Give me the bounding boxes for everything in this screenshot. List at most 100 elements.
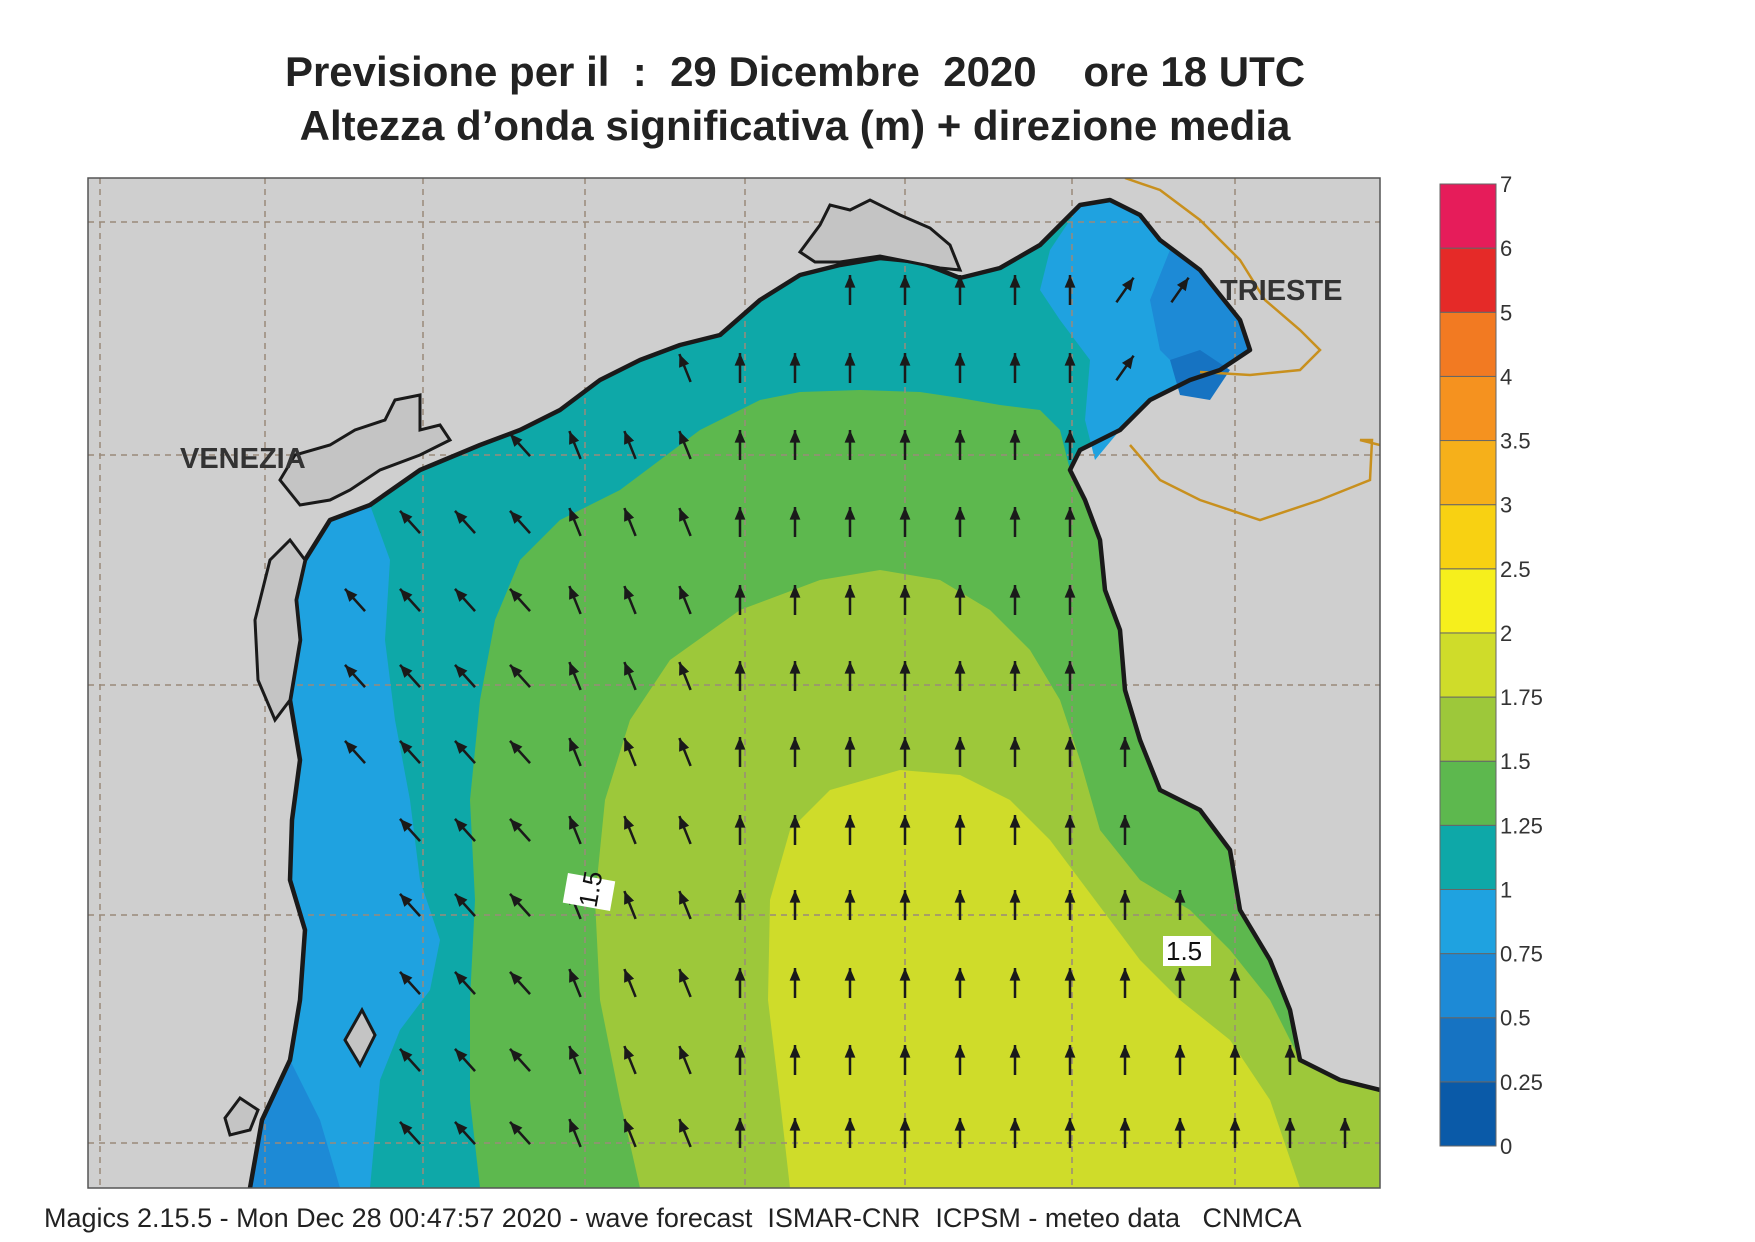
colorbar-swatch xyxy=(1439,632,1497,698)
direction-arrowhead xyxy=(789,507,801,520)
direction-arrowhead xyxy=(624,891,635,905)
lagoon-outline-2 xyxy=(253,537,307,723)
direction-arrowhead xyxy=(899,1045,911,1058)
direction-arrowhead xyxy=(734,585,746,598)
direction-arrowhead xyxy=(899,275,911,288)
direction-arrowhead xyxy=(734,1118,746,1131)
direction-arrowhead xyxy=(899,1118,911,1131)
direction-arrowhead xyxy=(1009,430,1021,443)
direction-arrowhead xyxy=(734,815,746,828)
direction-arrowhead xyxy=(734,661,746,674)
direction-arrowhead xyxy=(1119,815,1131,828)
direction-arrowhead xyxy=(844,1118,856,1131)
direction-arrowhead xyxy=(899,661,911,674)
direction-arrowhead xyxy=(1064,968,1076,981)
direction-arrowhead xyxy=(454,1121,468,1135)
direction-arrowhead xyxy=(1119,890,1131,903)
colorbar-swatch xyxy=(1439,953,1497,1019)
colorbar-tick-label: 0.25 xyxy=(1500,1070,1543,1095)
colorbar-tick-label: 3 xyxy=(1500,493,1512,518)
direction-arrowhead xyxy=(844,275,856,288)
colorbar-swatch xyxy=(1439,311,1497,377)
direction-arrowhead xyxy=(789,585,801,598)
direction-arrowhead xyxy=(454,588,468,602)
colorbar-swatch xyxy=(1439,888,1497,955)
direction-arrowhead xyxy=(399,1121,413,1135)
direction-arrowhead xyxy=(1064,1118,1076,1131)
colorbar-swatch xyxy=(1439,1081,1497,1147)
direction-arrowhead xyxy=(1009,968,1021,981)
direction-arrowhead xyxy=(954,585,966,598)
direction-arrowhead xyxy=(679,662,690,676)
direction-arrowhead xyxy=(624,586,635,600)
direction-arrowhead xyxy=(624,1046,635,1060)
direction-arrowhead xyxy=(1064,890,1076,903)
colorbar-swatch xyxy=(1439,824,1497,890)
lagoon-outline xyxy=(278,393,453,507)
direction-arrowhead xyxy=(1174,1045,1186,1058)
direction-arrowhead xyxy=(1009,815,1021,828)
colorbar-swatch xyxy=(1439,568,1497,634)
direction-arrowhead xyxy=(1009,1118,1021,1131)
direction-arrowhead xyxy=(899,815,911,828)
direction-arrowhead xyxy=(399,971,413,985)
city-label-trieste: TRIESTE xyxy=(1220,275,1342,307)
direction-arrowhead xyxy=(1009,585,1021,598)
direction-arrowhead xyxy=(454,971,468,985)
direction-arrowhead xyxy=(1229,1045,1241,1058)
direction-arrowhead xyxy=(954,1118,966,1131)
direction-arrowhead xyxy=(1339,1118,1351,1131)
direction-arrowhead xyxy=(734,353,746,366)
direction-arrowhead xyxy=(509,433,523,447)
direction-arrowhead xyxy=(399,664,413,678)
colorbar-tick-label: 1.75 xyxy=(1500,685,1543,710)
direction-arrowhead xyxy=(399,588,413,602)
colorbar-swatch xyxy=(1439,247,1497,313)
colorbar-swatch xyxy=(1439,696,1497,762)
direction-arrowhead xyxy=(1174,890,1186,903)
direction-arrowhead xyxy=(899,353,911,366)
direction-arrowhead xyxy=(1229,968,1241,981)
direction-arrowhead xyxy=(844,507,856,520)
direction-arrowhead xyxy=(569,431,580,445)
direction-arrowhead xyxy=(399,818,413,832)
direction-arrowhead xyxy=(569,586,580,600)
direction-arrowhead xyxy=(454,893,468,907)
direction-arrowhead xyxy=(899,737,911,750)
direction-arrowhead xyxy=(844,353,856,366)
direction-arrowhead xyxy=(569,1119,580,1133)
direction-arrowhead xyxy=(789,968,801,981)
island xyxy=(223,1095,260,1137)
direction-arrowhead xyxy=(624,738,635,752)
zone-1.75-2 xyxy=(768,770,1300,1188)
direction-arrowhead xyxy=(899,430,911,443)
direction-arrowhead xyxy=(734,430,746,443)
direction-arrowhead xyxy=(624,431,635,445)
direction-arrowhead xyxy=(679,1046,690,1060)
colorbar-swatch xyxy=(1439,760,1497,826)
direction-arrowhead xyxy=(844,815,856,828)
direction-arrowhead xyxy=(789,737,801,750)
colorbar-tick-label: 0.75 xyxy=(1500,942,1543,967)
graticule xyxy=(88,178,1380,1188)
direction-arrowhead xyxy=(454,510,468,524)
national-border xyxy=(1124,178,1380,522)
direction-arrowhead xyxy=(1009,275,1021,288)
direction-arrowhead xyxy=(954,737,966,750)
direction-arrowhead xyxy=(1009,1045,1021,1058)
direction-arrowhead xyxy=(1174,968,1186,981)
direction-arrowhead xyxy=(844,890,856,903)
wave-direction-arrows xyxy=(344,275,1351,1148)
map-frame-content xyxy=(88,178,1380,1188)
direction-arrowhead xyxy=(509,740,523,754)
direction-arrowhead xyxy=(399,893,413,907)
contour-label-text-west: 1.5 xyxy=(573,869,609,910)
colorbar-tick-label: 7 xyxy=(1500,172,1512,197)
direction-arrowhead xyxy=(679,586,690,600)
direction-arrowhead xyxy=(569,1046,580,1060)
colorbar-tick-label: 1 xyxy=(1500,877,1512,902)
map-frame xyxy=(87,177,1381,1189)
direction-arrowhead xyxy=(509,588,523,602)
direction-arrowhead xyxy=(1176,277,1189,292)
direction-arrowhead xyxy=(1064,1045,1076,1058)
